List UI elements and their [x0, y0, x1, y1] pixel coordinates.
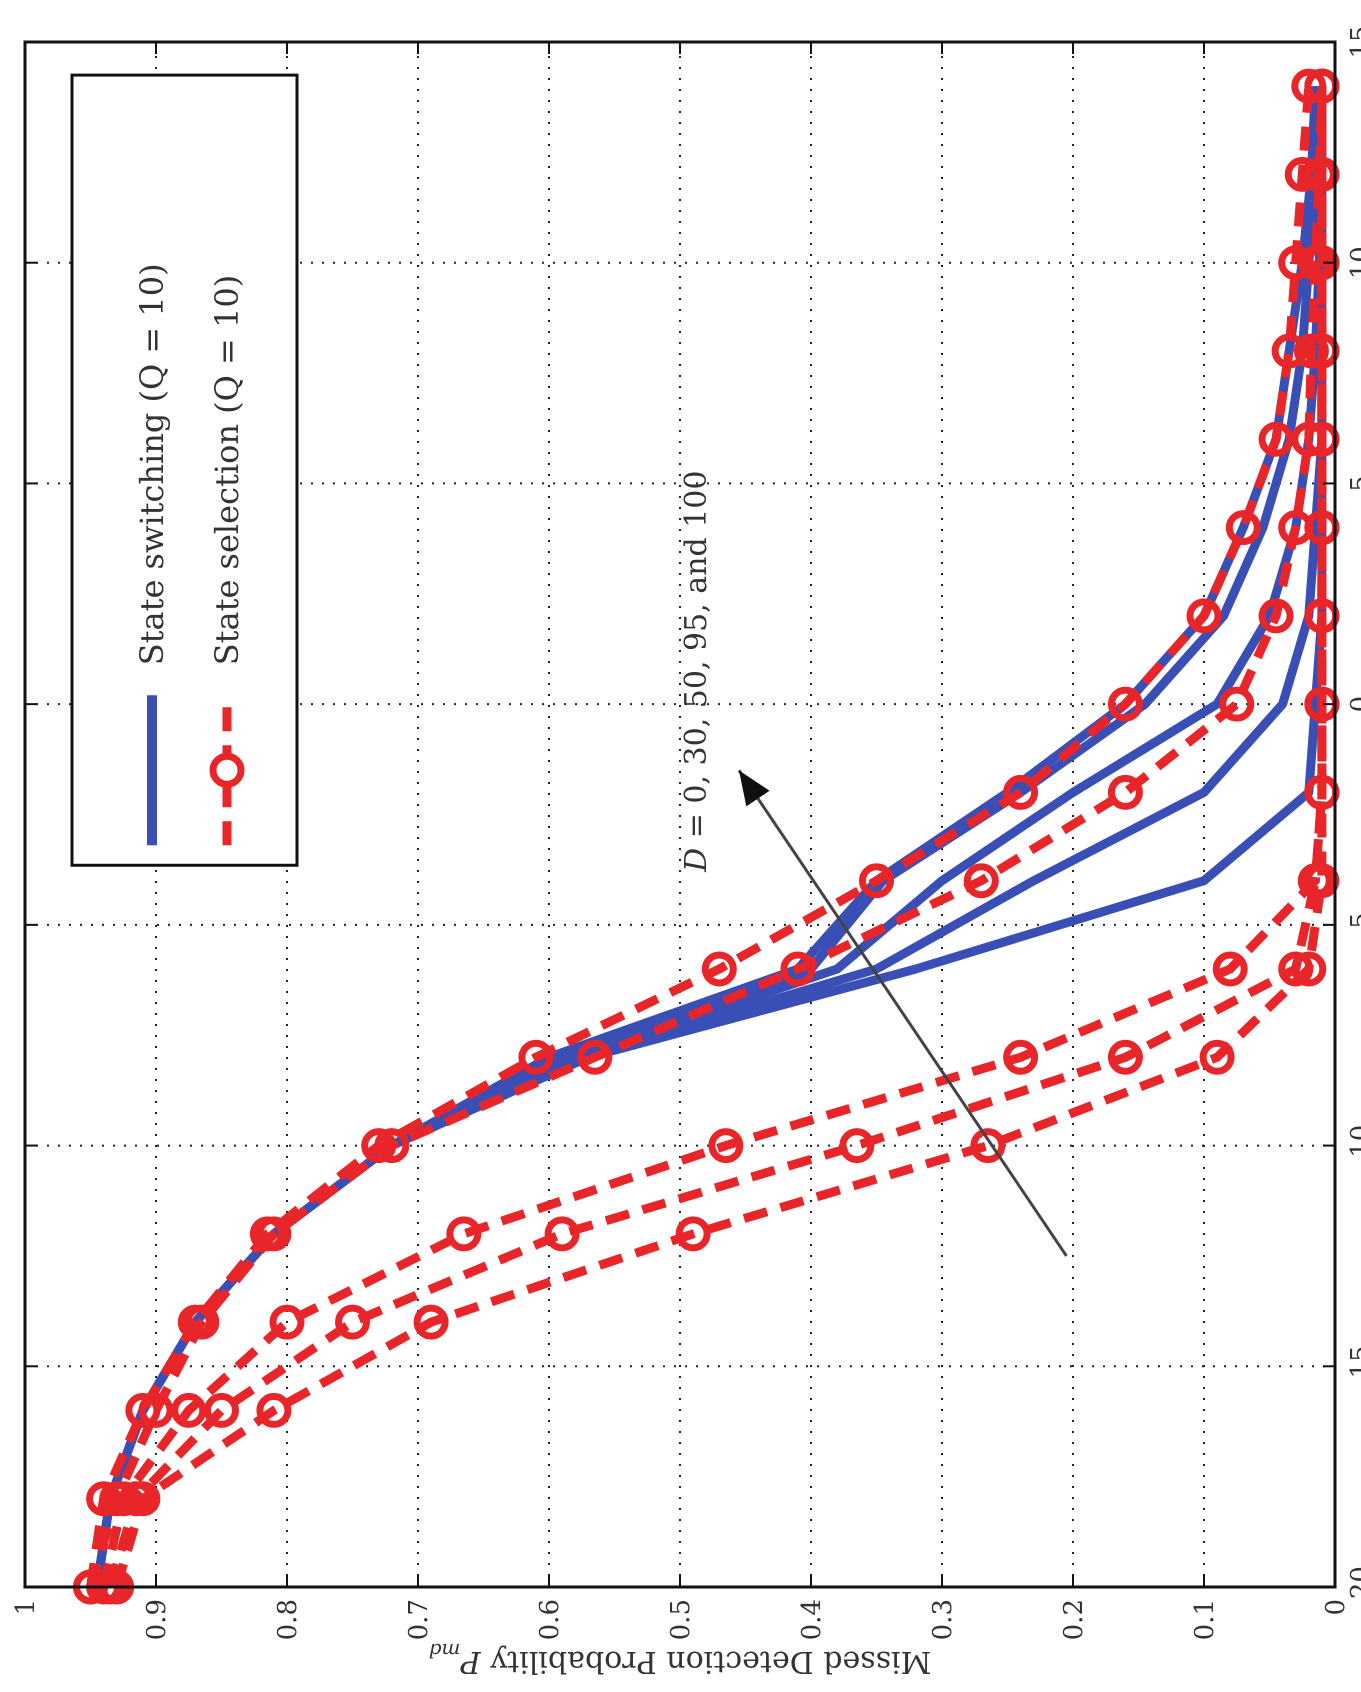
- y-axis-label: Missed Detection Probability Pmd: [429, 1639, 932, 1679]
- series-marker-selection: [335, 1304, 370, 1340]
- x-tick-label: 10: [1346, 246, 1361, 279]
- y-tick-label: 0.4: [797, 1599, 827, 1640]
- y-tick-label: 0.1: [1190, 1599, 1220, 1640]
- y-tick-label: 0.9: [142, 1599, 172, 1640]
- series-marker-selection: [269, 1304, 305, 1340]
- series-marker-selection: [1107, 686, 1143, 722]
- series-marker-selection: [1107, 774, 1143, 810]
- x-tick-label: -20: [1346, 1566, 1361, 1608]
- y-tick-label: 0.6: [535, 1599, 565, 1640]
- y-axis-label-text: Missed Detection Probability: [481, 1644, 932, 1679]
- y-tick-label: 0.7: [404, 1599, 434, 1640]
- series-marker-selection: [1003, 1039, 1039, 1075]
- annotation-symbol: D: [679, 848, 714, 873]
- x-tick-label: 15: [1346, 25, 1361, 58]
- series-marker-selection: [138, 1392, 174, 1428]
- y-tick-label: 0.2: [1059, 1599, 1089, 1640]
- annotation-rest: = 0, 30, 50, 95, and 100: [679, 470, 714, 847]
- series-marker-selection: [1212, 951, 1248, 987]
- x-tick-label: -5: [1346, 912, 1361, 937]
- x-tick-label: 5: [1346, 475, 1361, 492]
- series-marker-selection: [1271, 333, 1307, 369]
- series-marker-selection: [374, 1128, 410, 1164]
- series-marker-selection: [256, 1392, 292, 1428]
- series-marker-selection: [1258, 421, 1294, 457]
- series-line-selection: [99, 86, 1327, 1588]
- annotation-text: D = 0, 30, 50, 95, and 100: [679, 470, 714, 872]
- series-marker-selection: [859, 863, 894, 899]
- legend-marker-selection: [209, 752, 245, 788]
- y-tick-label: 0.3: [928, 1599, 958, 1640]
- series-marker-selection: [1225, 510, 1261, 546]
- y-tick-label: 1: [11, 1599, 41, 1616]
- x-tick-label: -10: [1346, 1125, 1361, 1167]
- series-marker-selection: [701, 951, 737, 987]
- y-tick-label: 0.5: [666, 1599, 696, 1640]
- series-marker-selection: [184, 1304, 220, 1340]
- y-axis-label-symbol: P: [460, 1644, 482, 1679]
- y-tick-label: 0: [1321, 1599, 1351, 1616]
- series-marker-selection: [1199, 1039, 1235, 1075]
- series-marker-selection: [413, 1304, 449, 1340]
- series-marker-selection: [780, 951, 816, 987]
- series-marker-selection: [125, 1481, 161, 1517]
- series-marker-selection: [1258, 598, 1294, 634]
- series-marker-selection: [1284, 156, 1320, 192]
- series-marker-selection: [708, 1128, 744, 1164]
- series-marker-selection: [1291, 951, 1327, 987]
- annotation-arrow: [737, 769, 1068, 1257]
- series-marker-selection: [963, 863, 999, 899]
- legend-label-switching: State switching (Q = 10): [133, 263, 171, 665]
- series-marker-selection: [125, 1392, 161, 1428]
- x-tick-label: -15: [1346, 1345, 1361, 1387]
- series-marker-selection: [1219, 686, 1255, 722]
- series-marker-selection: [675, 1216, 711, 1252]
- series-marker-selection: [446, 1216, 482, 1252]
- series-marker-selection: [1186, 598, 1222, 634]
- series-marker-selection: [577, 1039, 613, 1075]
- y-axis-label-subscript: md: [429, 1639, 461, 1663]
- x-tick-label: 0: [1346, 696, 1361, 713]
- series-marker-selection: [544, 1216, 580, 1252]
- series-marker-selection: [204, 1392, 239, 1428]
- annotation-arrowhead: [738, 770, 770, 807]
- series-marker-selection: [839, 1128, 875, 1164]
- legend-box: [70, 73, 299, 867]
- series-marker-selection: [518, 1039, 554, 1075]
- series-marker-selection: [1003, 774, 1039, 810]
- series-marker-selection: [970, 1128, 1006, 1164]
- series-marker-selection: [171, 1392, 207, 1428]
- legend-label-selection: State selection (Q = 10): [208, 275, 246, 666]
- series-marker-selection: [1107, 1039, 1143, 1075]
- series-marker-selection: [256, 1216, 292, 1252]
- y-tick-label: 0.8: [273, 1599, 303, 1640]
